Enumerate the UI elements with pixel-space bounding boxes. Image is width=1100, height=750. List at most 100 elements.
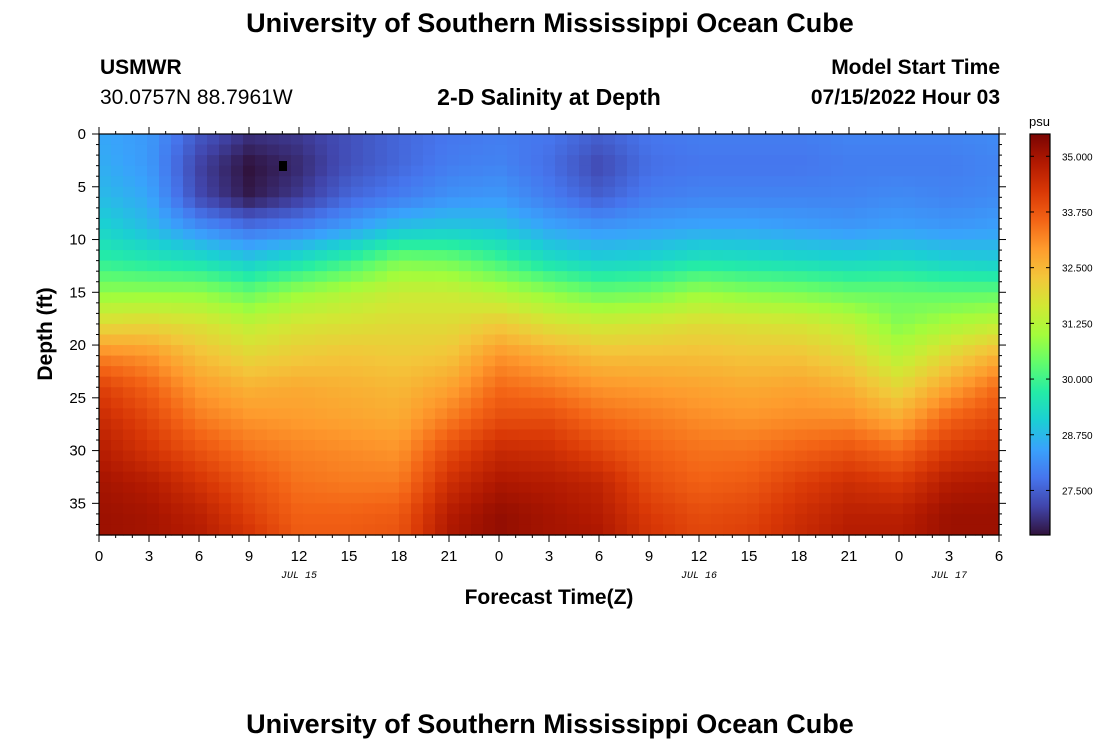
heatmap-cell	[579, 292, 592, 304]
heatmap-cell	[123, 260, 136, 272]
heatmap-cell	[147, 165, 160, 177]
heatmap-cell	[579, 186, 592, 198]
heatmap-cell	[447, 292, 460, 304]
heatmap-cell	[927, 186, 940, 198]
heatmap-cell	[771, 387, 784, 399]
heatmap-cell	[987, 492, 1000, 504]
heatmap-cell	[219, 524, 232, 536]
heatmap-cell	[963, 218, 976, 230]
heatmap-cell	[375, 250, 388, 262]
heatmap-cell	[555, 313, 568, 325]
heatmap-cell	[555, 387, 568, 399]
heatmap-cell	[891, 197, 904, 209]
heatmap-cell	[675, 345, 688, 357]
heatmap-cell	[171, 207, 184, 220]
heatmap-cell	[255, 397, 268, 409]
heatmap-cell	[951, 387, 964, 399]
heatmap-cell	[747, 418, 760, 431]
heatmap-cell	[759, 239, 772, 251]
heatmap-cell	[735, 355, 748, 367]
heatmap-cell	[435, 144, 448, 156]
heatmap-cell	[939, 218, 952, 230]
heatmap-cell	[315, 513, 328, 526]
heatmap-cell	[915, 387, 928, 399]
heatmap-cell	[495, 408, 508, 420]
heatmap-cell	[591, 250, 604, 262]
heatmap-cell	[135, 492, 148, 504]
heatmap-cell	[579, 418, 592, 431]
heatmap-cell	[663, 144, 676, 156]
heatmap-cell	[903, 397, 916, 409]
heatmap-cell	[723, 492, 736, 504]
heatmap-cell	[531, 387, 544, 399]
heatmap-cell	[939, 440, 952, 452]
heatmap-cell	[687, 503, 700, 515]
heatmap-cell	[99, 334, 112, 346]
heatmap-cell	[99, 207, 112, 220]
heatmap-cell	[927, 461, 940, 473]
heatmap-cell	[375, 134, 388, 146]
heatmap-cell	[807, 155, 820, 167]
heatmap-cell	[495, 176, 508, 188]
heatmap-cell	[567, 524, 580, 536]
heatmap-cell	[507, 260, 520, 272]
heatmap-cell	[639, 387, 652, 399]
heatmap-cell	[963, 239, 976, 251]
heatmap-cell	[99, 440, 112, 452]
heatmap-cell	[783, 450, 796, 462]
heatmap-cell	[951, 397, 964, 409]
heatmap-cell	[555, 292, 568, 304]
heatmap-cell	[855, 376, 868, 388]
heatmap-cell	[951, 260, 964, 272]
heatmap-cell	[603, 355, 616, 367]
heatmap-cell	[423, 313, 436, 325]
heatmap-cell	[243, 239, 256, 251]
heatmap-cell	[591, 155, 604, 167]
heatmap-cell	[495, 302, 508, 314]
heatmap-cell	[927, 408, 940, 420]
heatmap-cell	[975, 440, 988, 452]
heatmap-cell	[711, 524, 724, 536]
heatmap-cell	[255, 260, 268, 272]
heatmap-cell	[867, 134, 880, 146]
heatmap-cell	[975, 197, 988, 209]
heatmap-cell	[471, 513, 484, 526]
heatmap-cell	[183, 281, 196, 293]
heatmap-cell	[423, 387, 436, 399]
heatmap-cell	[447, 503, 460, 515]
heatmap-cell	[711, 155, 724, 167]
heatmap-cell	[351, 271, 364, 283]
heatmap-cell	[795, 376, 808, 388]
heatmap-cell	[891, 250, 904, 262]
heatmap-cell	[207, 218, 220, 230]
heatmap-cell	[711, 302, 724, 314]
heatmap-cell	[531, 492, 544, 504]
heatmap-cell	[315, 228, 328, 241]
heatmap-cell	[759, 228, 772, 241]
heatmap-cell	[783, 260, 796, 272]
heatmap-cell	[819, 513, 832, 526]
heatmap-cell	[903, 197, 916, 209]
heatmap-cell	[903, 218, 916, 230]
heatmap-cell	[195, 482, 208, 494]
heatmap-cell	[939, 144, 952, 156]
heatmap-cell	[975, 397, 988, 409]
heatmap-cell	[699, 418, 712, 431]
heatmap-cell	[243, 397, 256, 409]
heatmap-cell	[771, 218, 784, 230]
heatmap-cell	[339, 503, 352, 515]
heatmap-cell	[183, 397, 196, 409]
heatmap-cell	[831, 281, 844, 293]
heatmap-cell	[255, 302, 268, 314]
heatmap-cell	[207, 471, 220, 483]
heatmap-cell	[891, 323, 904, 336]
heatmap-cell	[963, 366, 976, 378]
heatmap-cell	[519, 503, 532, 515]
heatmap-cell	[327, 250, 340, 262]
heatmap-cell	[339, 144, 352, 156]
heatmap-cell	[987, 292, 1000, 304]
heatmap-cell	[651, 250, 664, 262]
heatmap-cell	[687, 440, 700, 452]
heatmap-cell	[615, 186, 628, 198]
heatmap-cell	[471, 482, 484, 494]
